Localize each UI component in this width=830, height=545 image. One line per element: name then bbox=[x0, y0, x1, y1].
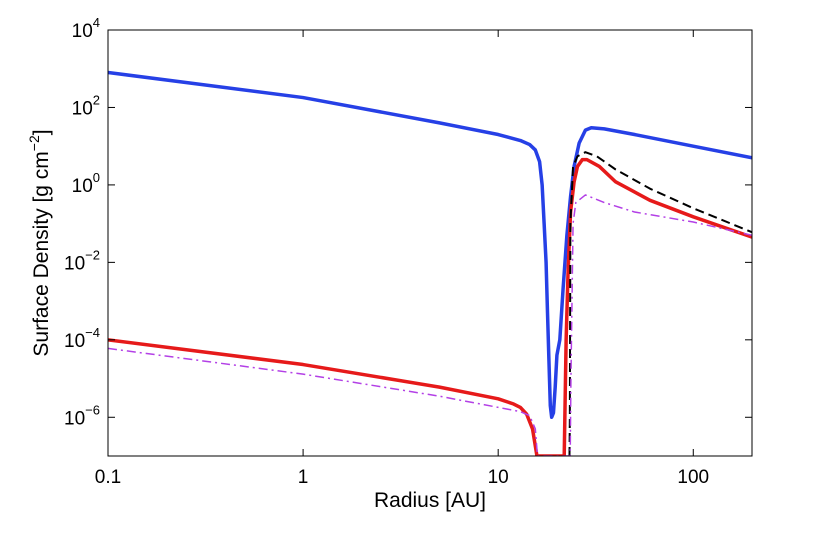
x-axis-ticks: 0.1 1 10 100 bbox=[95, 30, 709, 488]
y-tick-base: 10 bbox=[72, 176, 93, 197]
y-tick-exp: 0 bbox=[93, 170, 100, 185]
y-tick-exp: −6 bbox=[85, 402, 100, 417]
x-tick-label: 0.1 bbox=[95, 467, 121, 488]
x-axis-label: Radius [AU] bbox=[374, 489, 486, 512]
y-tick-label: 10−4 bbox=[64, 325, 100, 352]
y-tick-exp: 4 bbox=[93, 15, 100, 30]
y-tick-base: 10 bbox=[72, 98, 93, 119]
y-axis-label-base: Surface Density [g cm bbox=[30, 151, 53, 356]
y-tick-label: 102 bbox=[72, 92, 100, 119]
series-line-4-dashdot bbox=[108, 194, 752, 456]
y-tick-base: 10 bbox=[64, 408, 85, 429]
series-layer bbox=[108, 70, 752, 456]
y-tick-exp: −4 bbox=[85, 325, 100, 340]
y-tick-base: 10 bbox=[64, 331, 85, 352]
plot-area bbox=[108, 30, 752, 456]
y-tick-exp: −2 bbox=[85, 247, 100, 262]
series-line-3-dashed bbox=[568, 151, 752, 456]
y-tick-base: 10 bbox=[64, 253, 85, 274]
y-tick-label: 104 bbox=[72, 15, 100, 42]
x-tick-label: 1 bbox=[298, 467, 309, 488]
series-line-1-solid bbox=[108, 70, 752, 420]
plot-frame bbox=[107, 29, 753, 457]
series-line-2-solid bbox=[108, 157, 752, 456]
y-axis-label-close: ] bbox=[30, 129, 53, 135]
y-axis-label: Surface Density [g cm−2] bbox=[26, 129, 53, 356]
y-tick-label: 10−6 bbox=[64, 402, 100, 429]
y-tick-label: 10−2 bbox=[64, 247, 100, 274]
y-tick-base: 10 bbox=[72, 21, 93, 42]
y-tick-exp: 2 bbox=[93, 92, 100, 107]
x-tick-label: 10 bbox=[488, 467, 509, 488]
y-tick-label: 100 bbox=[72, 170, 100, 197]
x-tick-label: 100 bbox=[677, 467, 709, 488]
y-axis-label-exp: −2 bbox=[26, 135, 42, 151]
